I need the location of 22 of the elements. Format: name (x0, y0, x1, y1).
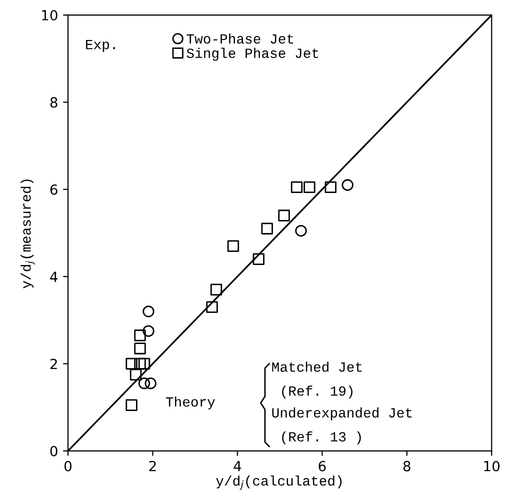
y-tick-label: 4 (50, 272, 58, 282)
y-tick-label: 6 (50, 184, 58, 195)
legend-label: Two-Phase Jet (186, 33, 294, 44)
y-tick-label: 0 (50, 446, 58, 456)
annotation: (Ref. 19) (282, 386, 352, 399)
y-tick-label: 10 (42, 10, 58, 21)
x-tick-label: 6 (318, 460, 326, 472)
x-tick-label: 0 (64, 460, 72, 472)
annotation: (Ref. 13 ) (282, 431, 361, 444)
annotation: Exp. (86, 40, 115, 52)
x-axis-title: y/d$_{j}$(calculated) (216, 475, 342, 490)
annotation: Theory (166, 396, 215, 410)
x-tick-label: 10 (484, 460, 500, 472)
x-tick-label: 8 (403, 460, 410, 472)
x-tick-label: 4 (234, 461, 242, 472)
y-axis-title: y/d$_{j}$(measured) (20, 180, 35, 288)
annotation: Matched Jet (272, 362, 362, 372)
x-tick-label: 2 (149, 460, 156, 472)
y-tick-label: 8 (50, 97, 58, 108)
legend-label: Single Phase Jet (186, 48, 318, 61)
y-tick-label: 2 (50, 358, 57, 370)
annotation: Underexpanded Jet (272, 407, 412, 420)
